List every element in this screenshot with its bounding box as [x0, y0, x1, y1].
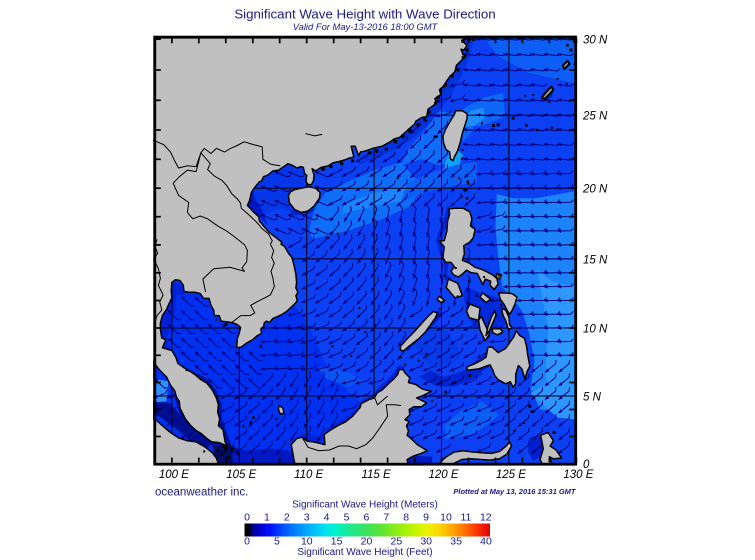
- svg-text:130 E: 130 E: [563, 469, 593, 481]
- svg-text:0: 0: [244, 536, 250, 548]
- svg-text:oceanweather inc.: oceanweather inc.: [155, 487, 248, 499]
- svg-text:25: 25: [391, 536, 403, 548]
- svg-text:125 E: 125 E: [496, 469, 526, 481]
- svg-text:20 N: 20 N: [582, 184, 608, 196]
- svg-text:Plotted at May 13, 2016 15:31: Plotted at May 13, 2016 15:31 GMT: [453, 487, 577, 496]
- svg-text:115 E: 115 E: [361, 469, 391, 481]
- svg-text:0: 0: [244, 512, 250, 524]
- svg-text:5 N: 5 N: [583, 392, 602, 404]
- svg-text:12: 12: [480, 512, 492, 524]
- svg-text:3: 3: [304, 512, 310, 524]
- svg-text:100 E: 100 E: [159, 469, 189, 481]
- svg-text:5: 5: [274, 536, 280, 548]
- svg-text:5: 5: [344, 512, 350, 524]
- svg-text:Significant Wave Height (Meter: Significant Wave Height (Meters): [292, 500, 438, 511]
- svg-text:2: 2: [284, 512, 290, 524]
- svg-text:Valid For May-13-2016 18:00 GM: Valid For May-13-2016 18:00 GMT: [293, 21, 439, 32]
- svg-text:25 N: 25 N: [582, 111, 608, 123]
- svg-text:10: 10: [301, 536, 313, 548]
- svg-text:35: 35: [450, 536, 462, 548]
- svg-text:Significant Wave Height (Feet): Significant Wave Height (Feet): [297, 547, 432, 558]
- svg-text:Significant Wave Height with W: Significant Wave Height with Wave Direct…: [234, 6, 495, 21]
- svg-text:20: 20: [361, 536, 373, 548]
- svg-text:7: 7: [383, 512, 389, 524]
- svg-text:110 E: 110 E: [294, 469, 324, 481]
- svg-text:120 E: 120 E: [428, 469, 458, 481]
- svg-text:15 N: 15 N: [583, 254, 608, 266]
- svg-text:4: 4: [324, 512, 330, 524]
- svg-text:15: 15: [331, 536, 343, 548]
- svg-text:0: 0: [583, 459, 590, 471]
- svg-text:11: 11: [460, 512, 471, 524]
- svg-text:40: 40: [480, 536, 492, 548]
- svg-text:10: 10: [440, 512, 452, 524]
- svg-text:105 E: 105 E: [226, 469, 256, 481]
- svg-text:8: 8: [403, 512, 409, 524]
- svg-text:10 N: 10 N: [583, 324, 608, 336]
- svg-text:30 N: 30 N: [583, 35, 608, 47]
- svg-text:1: 1: [264, 512, 270, 524]
- svg-text:30: 30: [420, 536, 432, 548]
- svg-text:9: 9: [423, 512, 429, 524]
- svg-text:6: 6: [363, 512, 369, 524]
